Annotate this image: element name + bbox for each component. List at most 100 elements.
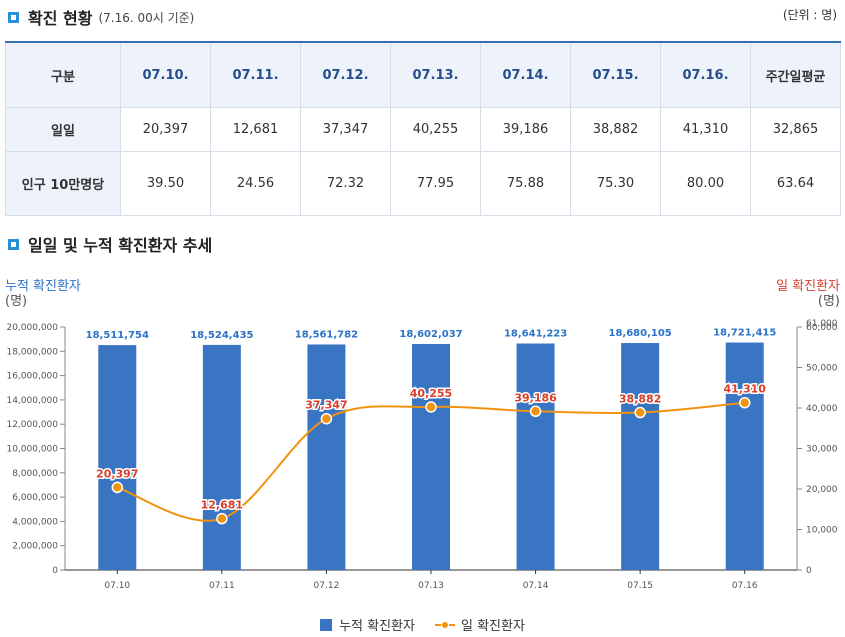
left-axis-tick-label: 6,000,000 [12,493,58,503]
bar-data-label: 18,721,415 [713,328,776,339]
section-title: 확진 현황 [28,9,93,28]
right-axis-title: 일 확진환자 [776,279,840,294]
table-row: 일일 20,397 12,681 37,347 40,255 39,186 38… [5,107,841,152]
table-row-header: 일일 [5,107,121,152]
bar-cumulative [98,345,137,570]
x-axis-tick-label: 07.14 [523,581,549,591]
line-data-label: 20,397 [96,467,138,480]
table-cell: 41,310 [660,107,751,152]
unit-label: (단위 : 명) [782,8,837,22]
right-axis-tick-label: 60,000 [806,323,838,333]
table-cell: 20,397 [120,107,211,152]
right-axis-tick-label: 0 [806,566,812,576]
table-cell: 32,865 [750,107,841,152]
table-row: 인구 10만명당 39.50 24.56 72.32 77.95 75.88 7… [5,151,841,216]
table-corner-cell: 구분 [5,41,121,108]
trend-chart: 누적 확진환자(명)일 확진환자(명)02,000,0004,000,0006,… [5,279,840,591]
table-col-header: 07.10. [120,41,211,108]
table-col-header: 07.12. [300,41,391,108]
left-axis-title: 누적 확진환자 [5,279,81,294]
left-axis-tick-label: 4,000,000 [12,517,58,527]
bar-cumulative [621,343,660,570]
table-row-header: 인구 10만명당 [5,151,121,216]
legend-line-swatch [434,619,455,631]
section-title: 일일 및 누적 확진환자 추세 [28,236,213,255]
x-axis-tick-label: 07.15 [627,581,653,591]
left-axis-tick-label: 18,000,000 [6,347,58,357]
right-axis-tick-label: 50,000 [806,364,838,374]
table-cell: 72.32 [300,151,391,216]
bar-data-label: 18,561,782 [295,329,358,340]
left-axis-unit: (명) [5,294,27,309]
left-axis-tick-label: 12,000,000 [6,420,58,430]
line-data-label: 37,347 [305,399,347,412]
right-axis-tick-label: 10,000 [806,526,838,536]
right-axis-overlap-tick-label: 61,000 [806,319,838,329]
legend-label: 누적 확진환자 [339,619,415,634]
bar-cumulative [516,343,555,570]
table-cell: 39,186 [480,107,571,152]
left-axis-tick-label: 14,000,000 [6,396,58,406]
left-axis-tick-label: 8,000,000 [12,469,58,479]
section-header-trend: 일일 및 누적 확진환자 추세 [8,232,212,256]
left-axis-tick-label: 0 [52,566,58,576]
legend-item-cumulative: 누적 확진환자 [320,615,415,634]
table-cell: 24.56 [210,151,301,216]
right-axis-unit: (명) [818,294,840,309]
legend-item-daily: 일 확진환자 [434,615,525,634]
table-col-header: 07.16. [660,41,751,108]
x-axis-tick-label: 07.13 [418,581,444,591]
status-table: 구분 07.10. 07.11. 07.12. 07.13. 07.14. 07… [5,41,841,216]
line-point-daily [738,396,751,409]
left-axis-tick-label: 16,000,000 [6,372,58,382]
table-cell: 37,347 [300,107,391,152]
left-axis-tick-label: 10,000,000 [6,445,58,455]
table-cell: 40,255 [390,107,481,152]
table-cell: 12,681 [210,107,301,152]
section-header-status: 확진 현황 (7.16. 00시 기준) [8,5,194,29]
table-col-header: 07.14. [480,41,571,108]
table-cell: 39.50 [120,151,211,216]
table-cell: 38,882 [570,107,661,152]
legend-label: 일 확진환자 [460,619,525,634]
table-col-header: 07.13. [390,41,481,108]
bar-data-label: 18,524,435 [190,330,253,341]
legend-bar-swatch [320,618,333,631]
line-point-daily [216,512,228,525]
line-point-daily [111,481,124,494]
bar-cumulative [412,343,450,570]
table-cell: 75.30 [570,151,661,216]
x-axis-tick-label: 07.16 [732,581,758,591]
line-point-daily [425,401,437,413]
section-bullet-icon [8,238,19,250]
x-axis-tick-label: 07.11 [209,581,235,591]
bar-cumulative [202,344,241,570]
right-axis-tick-label: 30,000 [806,445,838,455]
line-point-daily [634,406,646,419]
bar-cumulative [725,342,764,570]
bar-data-label: 18,641,223 [504,329,567,340]
left-axis-tick-label: 2,000,000 [12,542,58,552]
line-point-daily [529,405,542,418]
bar-data-label: 18,511,754 [86,330,149,341]
right-axis-tick-label: 40,000 [806,404,838,414]
line-point-daily [320,412,333,425]
table-cell: 63.64 [750,151,841,216]
bar-cumulative [307,344,346,570]
x-axis-tick-label: 07.10 [104,581,130,591]
table-col-header-weekly-avg: 주간일평균 [750,41,841,108]
table-header-row: 구분 07.10. 07.11. 07.12. 07.13. 07.14. 07… [5,41,841,108]
right-axis-tick-label: 20,000 [806,485,838,495]
line-data-label: 38,882 [619,393,661,406]
bar-data-label: 18,680,105 [609,328,672,339]
section-bullet-icon [8,11,19,23]
line-data-label: 12,681 [201,499,243,512]
line-data-label: 41,310 [723,383,766,396]
line-data-label: 40,255 [410,387,452,400]
chart-legend: 누적 확진환자 일 확진환자 [0,615,845,634]
table-cell: 80.00 [660,151,751,216]
table-col-header: 07.15. [570,41,661,108]
section-subtitle: (7.16. 00시 기준) [98,10,195,25]
table-cell: 75.88 [480,151,571,216]
table-col-header: 07.11. [210,41,301,108]
